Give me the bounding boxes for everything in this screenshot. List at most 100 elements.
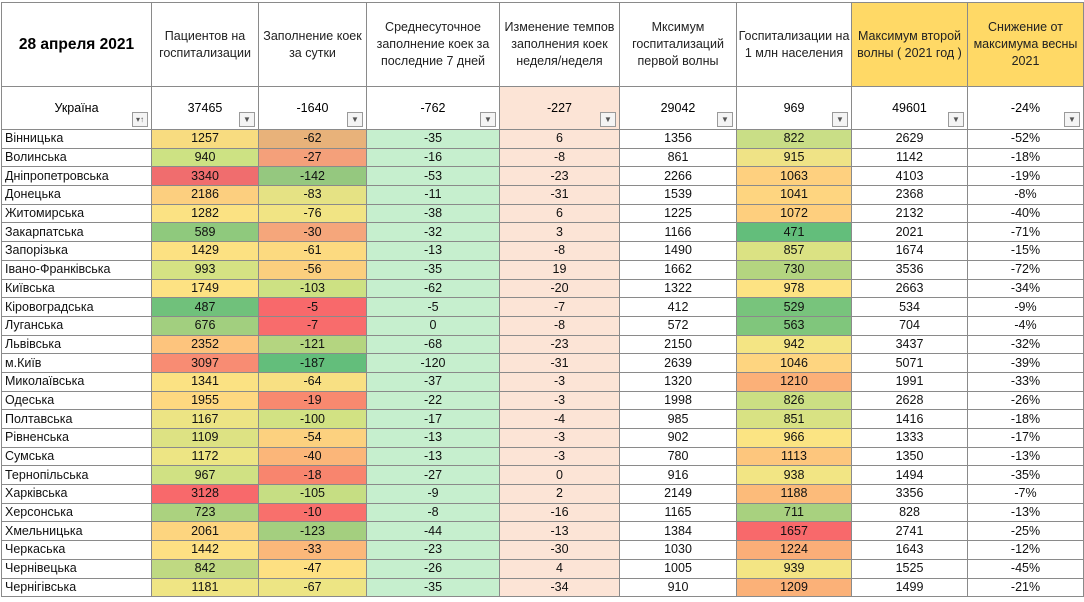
patients-cell: 842 (151, 558, 259, 579)
decline-from-max-cell: -13% (967, 502, 1084, 523)
decline-from-max-cell: -18% (967, 409, 1084, 429)
table-row: Рівненська 1109 -54 -13 -3 902 966 1333 -17% (1, 428, 1084, 448)
daily-fill-cell: -19 (258, 390, 367, 411)
first-wave-max-cell: 1030 (619, 540, 737, 560)
total-value: 37465 (187, 101, 223, 115)
avg-fill-7d-cell: -35 (366, 577, 500, 598)
patients-cell: 723 (151, 502, 259, 523)
avg-fill-7d-cell: -11 (366, 185, 500, 205)
first-wave-max-cell: 985 (619, 409, 737, 429)
header-fill-rate-change: Изменение темпов заполнения коек неделя/… (499, 2, 620, 87)
per-million-cell: 1041 (736, 185, 852, 205)
second-wave-max-cell: 1494 (851, 465, 968, 486)
filter-dropdown-icon[interactable]: ▼ (239, 112, 255, 127)
avg-fill-7d-cell: -44 (366, 521, 500, 542)
fill-rate-change-cell: -34 (499, 577, 620, 598)
table-row: Тернопільська 967 -18 -27 0 916 938 1494 -35% (1, 465, 1084, 486)
second-wave-max-cell: 1333 (851, 428, 968, 448)
avg-fill-7d-cell: -13 (366, 241, 500, 261)
per-million-cell: 822 (736, 129, 852, 149)
second-wave-max-cell: 1416 (851, 409, 968, 429)
daily-fill-cell: -121 (258, 334, 367, 355)
patients-cell: 1429 (151, 241, 259, 261)
filter-dropdown-icon[interactable]: ▼ (832, 112, 848, 127)
table-row: Чернівецька 842 -47 -26 4 1005 939 1525 -45% (1, 558, 1084, 579)
filter-dropdown-icon[interactable]: ▼ (600, 112, 616, 127)
fill-rate-change-cell: 6 (499, 129, 620, 149)
total-value: 49601 (892, 101, 927, 115)
daily-fill-cell: -62 (258, 129, 367, 149)
per-million-cell: 826 (736, 390, 852, 411)
filter-dropdown-icon[interactable]: ▼ (347, 112, 363, 127)
per-million-cell: 1657 (736, 521, 852, 542)
table-row: Київська 1749 -103 -62 -20 1322 978 2663 -34% (1, 278, 1084, 299)
avg-fill-7d-cell: -26 (366, 558, 500, 579)
region-name-cell: Волинська (1, 147, 152, 168)
filter-dropdown-icon[interactable]: ▼ (948, 112, 964, 127)
region-name-cell: Одеська (1, 390, 152, 411)
per-million-cell: 1113 (736, 446, 852, 467)
per-million-cell: 711 (736, 502, 852, 523)
second-wave-max-cell: 3536 (851, 259, 968, 280)
patients-cell: 3128 (151, 484, 259, 504)
decline-from-max-cell: -35% (967, 465, 1084, 486)
total-cell: -762 ▼ (366, 86, 500, 130)
daily-fill-cell: -76 (258, 203, 367, 224)
patients-cell: 1172 (151, 446, 259, 467)
per-million-cell: 529 (736, 297, 852, 317)
header-decline-from-max: Снижение от максимума весны 2021 (967, 2, 1084, 87)
decline-from-max-cell: -39% (967, 353, 1084, 373)
patients-cell: 967 (151, 465, 259, 486)
decline-from-max-cell: -18% (967, 147, 1084, 168)
table-row: Луганська 676 -7 0 -8 572 563 704 -4% (1, 315, 1084, 336)
first-wave-max-cell: 1998 (619, 390, 737, 411)
first-wave-max-cell: 2639 (619, 353, 737, 373)
table-row: Черкаська 1442 -33 -23 -30 1030 1224 1643 -12% (1, 540, 1084, 560)
decline-from-max-cell: -32% (967, 334, 1084, 355)
sort-filter-icon[interactable]: ▾↑ (132, 112, 148, 127)
table-row: Закарпатська 589 -30 -32 3 1166 471 2021 -71% (1, 222, 1084, 243)
fill-rate-change-cell: -31 (499, 353, 620, 373)
first-wave-max-cell: 902 (619, 428, 737, 448)
total-row: Україна ▾↑ 37465 ▼ -1640 ▼ -762 ▼ -227 ▼ 290… (1, 86, 1084, 130)
date-header: 28 апреля 2021 (1, 2, 152, 87)
per-million-cell: 857 (736, 241, 852, 261)
first-wave-max-cell: 861 (619, 147, 737, 168)
total-cell: -1640 ▼ (258, 86, 367, 130)
first-wave-max-cell: 2266 (619, 166, 737, 187)
daily-fill-cell: -54 (258, 428, 367, 448)
header-second-wave-max: Максимум второй волны ( 2021 год ) (851, 2, 968, 87)
filter-dropdown-icon[interactable]: ▼ (1064, 112, 1080, 127)
first-wave-max-cell: 2149 (619, 484, 737, 504)
region-name-cell: Рівненська (1, 428, 152, 448)
region-name-cell: Запорізька (1, 241, 152, 261)
daily-fill-cell: -187 (258, 353, 367, 373)
filter-dropdown-icon[interactable]: ▼ (717, 112, 733, 127)
filter-dropdown-icon[interactable]: ▼ (480, 112, 496, 127)
daily-fill-cell: -40 (258, 446, 367, 467)
region-name-cell: Миколаївська (1, 371, 152, 392)
table-row: Сумська 1172 -40 -13 -3 780 1113 1350 -13% (1, 446, 1084, 467)
daily-fill-cell: -7 (258, 315, 367, 336)
total-name-cell: Україна ▾↑ (1, 86, 152, 130)
decline-from-max-cell: -21% (967, 577, 1084, 598)
per-million-cell: 1209 (736, 577, 852, 598)
first-wave-max-cell: 1662 (619, 259, 737, 280)
first-wave-max-cell: 1320 (619, 371, 737, 392)
avg-fill-7d-cell: -120 (366, 353, 500, 373)
patients-cell: 1341 (151, 371, 259, 392)
per-million-cell: 915 (736, 147, 852, 168)
fill-rate-change-cell: 2 (499, 484, 620, 504)
patients-cell: 1257 (151, 129, 259, 149)
first-wave-max-cell: 780 (619, 446, 737, 467)
second-wave-max-cell: 2132 (851, 203, 968, 224)
second-wave-max-cell: 2368 (851, 185, 968, 205)
avg-fill-7d-cell: -23 (366, 540, 500, 560)
fill-rate-change-cell: -23 (499, 334, 620, 355)
table-row: Одеська 1955 -19 -22 -3 1998 826 2628 -26% (1, 390, 1084, 411)
fill-rate-change-cell: -3 (499, 446, 620, 467)
avg-fill-7d-cell: -13 (366, 446, 500, 467)
avg-fill-7d-cell: -27 (366, 465, 500, 486)
first-wave-max-cell: 1539 (619, 185, 737, 205)
decline-from-max-cell: -9% (967, 297, 1084, 317)
